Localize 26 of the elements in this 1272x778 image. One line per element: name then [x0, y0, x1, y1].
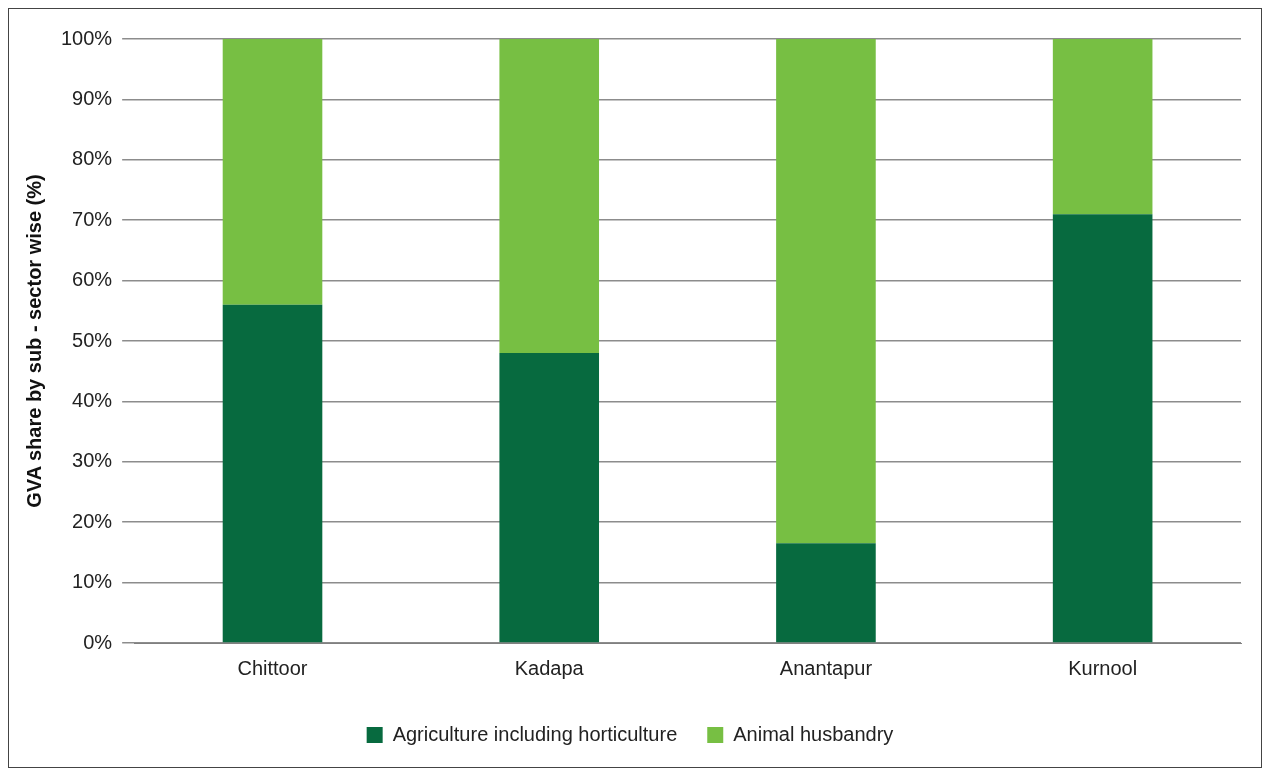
- x-tick-label: Anantapur: [779, 656, 873, 679]
- y-tick-label: 40%: [72, 388, 113, 411]
- y-tick-label: 20%: [72, 509, 113, 532]
- bar: [776, 543, 876, 643]
- y-tick-label: 50%: [72, 328, 113, 351]
- bar: [1052, 39, 1153, 215]
- x-tick-label: Kurnool: [1068, 656, 1138, 679]
- bar: [1052, 214, 1153, 643]
- y-tick-label: 60%: [72, 268, 113, 291]
- y-tick-label: 70%: [72, 207, 113, 230]
- bar: [499, 353, 600, 643]
- y-tick-label: 80%: [72, 147, 113, 170]
- legend-label: Agriculture including horticulture: [392, 722, 678, 745]
- legend-label: Animal husbandry: [733, 722, 894, 745]
- bar: [499, 39, 600, 354]
- y-tick-label: 0%: [83, 630, 113, 653]
- y-tick-label: 100%: [61, 26, 113, 49]
- bar: [776, 39, 876, 544]
- y-tick-label: 10%: [72, 570, 113, 593]
- y-axis-title: GVA share by sub - sector wise (%): [22, 174, 45, 508]
- bar: [222, 304, 323, 643]
- x-tick-label: Chittoor: [237, 656, 308, 679]
- y-tick-label: 30%: [72, 449, 113, 472]
- x-tick-label: Kadapa: [514, 656, 585, 679]
- bar: [222, 39, 323, 305]
- y-tick-label: 90%: [72, 86, 113, 109]
